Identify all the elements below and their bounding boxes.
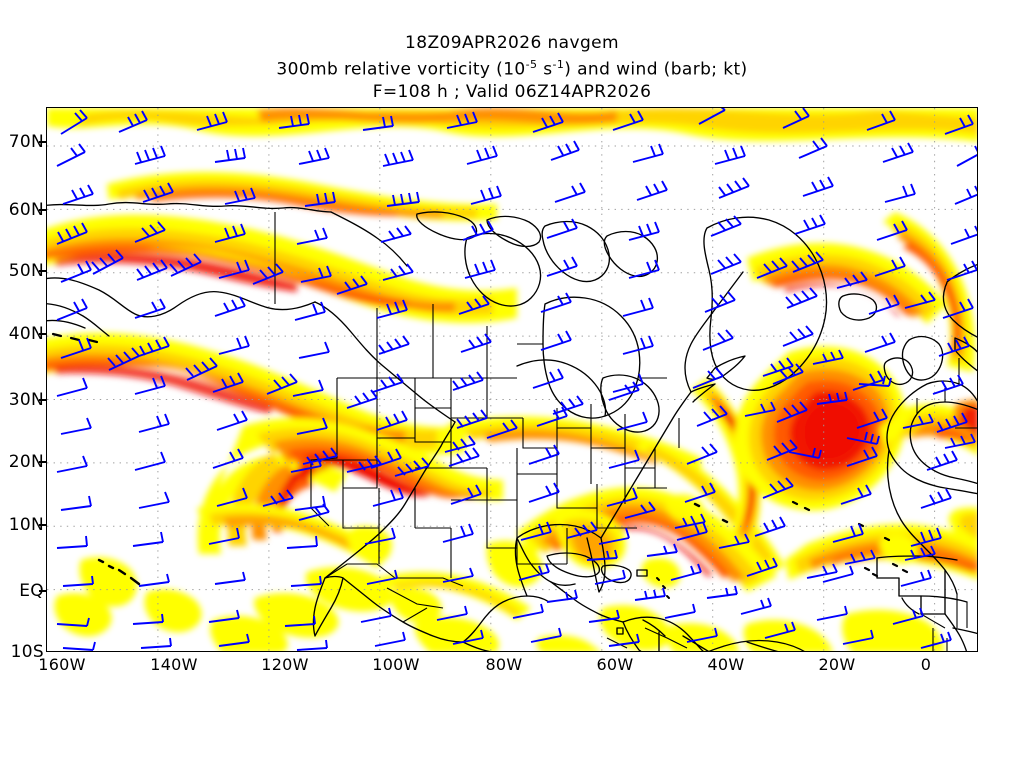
map-plot-area — [46, 107, 978, 652]
political-borders — [274, 212, 977, 651]
y-tick-20n — [39, 461, 47, 463]
y-tick-40n — [39, 333, 47, 335]
title-field-post: ) and wind (barb; kt) — [564, 59, 748, 80]
vorticity-field — [47, 108, 977, 651]
y-tick-label-30n: 30N — [8, 390, 44, 410]
map-svg — [47, 108, 977, 651]
x-tick-label-140w: 140W — [150, 655, 198, 674]
x-tick-label-20w: 20W — [818, 655, 856, 674]
title-line-field: 300mb relative vorticity (10-5 s-1) and … — [0, 54, 1024, 81]
title-sup-exp2: -1 — [552, 58, 565, 71]
title-line-model: 18Z09APR2026 navgem — [405, 33, 619, 53]
y-tick-label-70n: 70N — [8, 132, 44, 152]
chart-title-block: 18Z09APR2026 navgem 300mb relative vorti… — [0, 32, 1024, 103]
y-tick-label-10s: 10S — [10, 642, 44, 662]
x-tick-label-80w: 80W — [485, 655, 523, 674]
y-tick-label-10n: 10N — [8, 515, 44, 535]
y-tick-eq — [39, 590, 47, 592]
y-tick-label-eq: EQ — [19, 581, 44, 601]
y-tick-70n — [39, 141, 47, 143]
coastlines — [47, 201, 977, 651]
x-tick-label-160w: 160W — [38, 655, 86, 674]
title-line-valid: F=108 h ; Valid 06Z14APR2026 — [372, 81, 652, 102]
y-tick-label-20n: 20N — [8, 452, 44, 472]
title-sup-exp1: -5 — [525, 58, 538, 71]
y-tick-30n — [39, 399, 47, 401]
x-tick-label-40w: 40W — [707, 655, 745, 674]
x-tick-label-100w: 100W — [372, 655, 420, 674]
x-tick-label-0: 0 — [920, 655, 932, 674]
y-tick-60n — [39, 209, 47, 211]
y-tick-10n — [39, 524, 47, 526]
y-tick-50n — [39, 270, 47, 272]
wind-barbs — [56, 108, 977, 651]
y-tick-label-60n: 60N — [8, 200, 44, 220]
title-field-pre: 300mb relative vorticity (10 — [276, 59, 526, 80]
x-tick-label-60w: 60W — [596, 655, 634, 674]
y-tick-label-40n: 40N — [8, 324, 44, 344]
title-field-mid: s — [537, 59, 553, 80]
y-tick-label-50n: 50N — [8, 261, 44, 281]
x-tick-label-120w: 120W — [261, 655, 309, 674]
